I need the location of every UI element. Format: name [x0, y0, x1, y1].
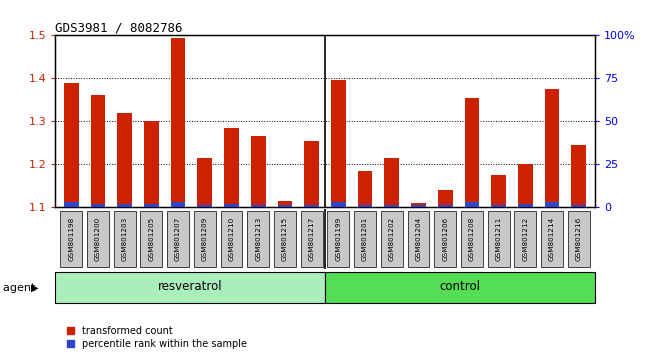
Text: ▶: ▶: [31, 282, 39, 293]
Text: GSM801215: GSM801215: [282, 217, 288, 261]
Text: GSM801203: GSM801203: [122, 217, 127, 261]
Text: agent: agent: [3, 282, 39, 293]
Bar: [438, 190, 452, 207]
FancyBboxPatch shape: [461, 211, 483, 267]
Bar: [278, 205, 292, 207]
FancyBboxPatch shape: [514, 211, 536, 267]
Text: GSM801201: GSM801201: [362, 217, 368, 261]
FancyBboxPatch shape: [220, 211, 242, 267]
Text: GSM801217: GSM801217: [309, 217, 315, 261]
Text: GSM801208: GSM801208: [469, 217, 475, 261]
Bar: [144, 121, 159, 207]
Bar: [278, 201, 292, 207]
Text: control: control: [439, 280, 480, 293]
Text: GSM801199: GSM801199: [335, 217, 341, 261]
Text: GSM801207: GSM801207: [175, 217, 181, 261]
Bar: [518, 164, 532, 207]
FancyBboxPatch shape: [354, 211, 376, 267]
Bar: [331, 80, 346, 207]
Bar: [491, 175, 506, 207]
FancyBboxPatch shape: [274, 211, 296, 267]
Text: GSM801209: GSM801209: [202, 217, 208, 261]
Bar: [251, 136, 266, 207]
FancyBboxPatch shape: [325, 273, 595, 303]
FancyBboxPatch shape: [247, 211, 269, 267]
FancyBboxPatch shape: [55, 273, 325, 303]
FancyBboxPatch shape: [140, 211, 162, 267]
Bar: [304, 205, 319, 207]
Text: GSM801211: GSM801211: [495, 217, 502, 261]
Bar: [384, 205, 399, 207]
Bar: [571, 205, 586, 207]
Bar: [64, 82, 79, 207]
Bar: [465, 98, 479, 207]
Bar: [224, 204, 239, 207]
Text: GSM801198: GSM801198: [68, 217, 74, 261]
Bar: [384, 158, 399, 207]
FancyBboxPatch shape: [434, 211, 456, 267]
Bar: [411, 205, 426, 207]
Bar: [171, 38, 185, 207]
Bar: [224, 128, 239, 207]
Bar: [171, 202, 185, 207]
FancyBboxPatch shape: [408, 211, 430, 267]
Bar: [90, 96, 105, 207]
FancyBboxPatch shape: [541, 211, 563, 267]
Text: GSM801205: GSM801205: [148, 217, 155, 261]
Bar: [571, 145, 586, 207]
Text: GSM801214: GSM801214: [549, 217, 555, 261]
Text: GSM801204: GSM801204: [415, 217, 421, 261]
Text: resveratrol: resveratrol: [158, 280, 222, 293]
FancyBboxPatch shape: [87, 211, 109, 267]
Text: GSM801216: GSM801216: [576, 217, 582, 261]
Bar: [198, 205, 212, 207]
FancyBboxPatch shape: [381, 211, 403, 267]
FancyBboxPatch shape: [328, 211, 349, 267]
Bar: [251, 205, 266, 207]
Bar: [118, 113, 132, 207]
Text: GSM801206: GSM801206: [442, 217, 448, 261]
Bar: [118, 204, 132, 207]
FancyBboxPatch shape: [194, 211, 216, 267]
Bar: [438, 205, 452, 207]
FancyBboxPatch shape: [301, 211, 322, 267]
FancyBboxPatch shape: [167, 211, 189, 267]
Bar: [64, 202, 79, 207]
Bar: [358, 171, 372, 207]
Text: GSM801202: GSM801202: [389, 217, 395, 261]
Bar: [331, 202, 346, 207]
Text: GDS3981 / 8082786: GDS3981 / 8082786: [55, 21, 183, 34]
Text: GSM801200: GSM801200: [95, 217, 101, 261]
FancyBboxPatch shape: [60, 211, 82, 267]
Text: GSM801212: GSM801212: [523, 217, 528, 261]
FancyBboxPatch shape: [114, 211, 136, 267]
Legend: transformed count, percentile rank within the sample: transformed count, percentile rank withi…: [66, 326, 247, 349]
Bar: [304, 141, 319, 207]
Bar: [144, 204, 159, 207]
Bar: [491, 205, 506, 207]
Bar: [545, 89, 560, 207]
Bar: [90, 204, 105, 207]
Bar: [545, 202, 560, 207]
Bar: [198, 158, 212, 207]
Bar: [411, 203, 426, 207]
Bar: [358, 205, 372, 207]
Bar: [518, 204, 532, 207]
FancyBboxPatch shape: [568, 211, 590, 267]
Text: GSM801210: GSM801210: [229, 217, 235, 261]
FancyBboxPatch shape: [488, 211, 510, 267]
Bar: [465, 202, 479, 207]
Text: GSM801213: GSM801213: [255, 217, 261, 261]
